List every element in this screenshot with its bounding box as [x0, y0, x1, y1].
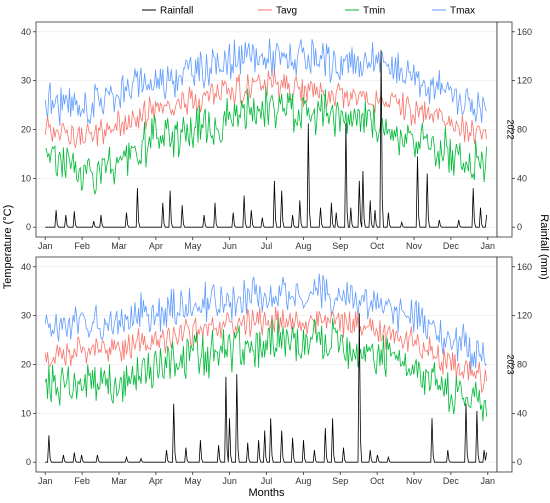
y-right-tick-label: 0: [517, 457, 522, 467]
series-layer: [44, 38, 487, 228]
series-rainfall-line: [45, 50, 487, 228]
y-right-tick-label: 120: [517, 311, 532, 321]
y-right-tick-label: 40: [517, 173, 527, 183]
x-tick-label: Aug: [295, 476, 311, 486]
series-tavg-line: [44, 306, 487, 394]
x-tick-label: Apr: [149, 241, 163, 251]
series-tmin-line: [45, 86, 487, 195]
facet-strip-box: [496, 21, 513, 238]
y-axis-right: 0 40 80 120 160: [512, 27, 532, 232]
x-tick-label: Oct: [370, 476, 385, 486]
y-right-tick-label: 0: [517, 222, 522, 232]
x-tick-label: Jul: [261, 476, 273, 486]
y-left-tick-label: 10: [21, 408, 31, 418]
x-tick-label: May: [184, 476, 202, 486]
x-tick-label: Jan: [38, 476, 53, 486]
panel-2022: 0 10 20 30 40 0 40 80 120 160 Jan Feb Mar Apr May Jun…: [21, 21, 532, 251]
x-axis: Jan Feb Mar Apr May Jun Jul Aug Sep Oct Nov Dec Jan: [38, 237, 495, 251]
x-tick-label: Nov: [406, 476, 423, 486]
legend-label-rainfall: Rainfall: [160, 6, 193, 17]
y-left-tick-label: 30: [21, 311, 31, 321]
y-left-tick-label: 10: [21, 173, 31, 183]
x-tick-label: Aug: [295, 241, 311, 251]
y-left-tick-label: 0: [26, 222, 31, 232]
y-axis-right: 0 40 80 120 160: [512, 262, 532, 467]
y-left-tick-label: 40: [21, 262, 31, 272]
x-tick-label: Apr: [149, 476, 163, 486]
panel-2023: 0 10 20 30 40 0 40 80 120 160 Jan Feb Mar Apr May Jun…: [21, 256, 532, 486]
facet-strip-box: [496, 256, 513, 473]
x-tick-label: Sep: [332, 476, 348, 486]
legend-item-tavg: Tavg: [258, 6, 297, 17]
y-right-tick-label: 120: [517, 76, 532, 86]
y-axis-left: 0 10 20 30 40: [21, 27, 36, 232]
series-tmax-line: [44, 38, 487, 126]
x-tick-label: Mar: [111, 241, 127, 251]
y-right-tick-label: 160: [517, 262, 532, 272]
x-tick-label: Feb: [74, 476, 90, 486]
y-left-tick-label: 40: [21, 27, 31, 37]
facet-strip-label: 2023: [506, 354, 516, 374]
y-right-tick-label: 80: [517, 125, 527, 135]
legend: Rainfall Tavg Tmin Tmax: [142, 6, 475, 17]
x-tick-label: Feb: [74, 241, 90, 251]
y-right-tick-label: 80: [517, 360, 527, 370]
grid: [36, 31, 497, 228]
legend-label-tmin: Tmin: [363, 6, 385, 17]
y-left-tick-label: 20: [21, 360, 31, 370]
x-tick-label: Sep: [332, 241, 348, 251]
x-tick-label: Oct: [370, 241, 385, 251]
facet-strip: 2022: [496, 21, 516, 238]
y-right-tick-label: 160: [517, 27, 532, 37]
y-axis-right-title: Rainfall (mm): [538, 214, 550, 279]
x-axis-title: Months: [248, 487, 285, 499]
x-tick-label: Dec: [443, 476, 460, 486]
y-axis-left: 0 10 20 30 40: [21, 262, 36, 467]
series-layer: [44, 273, 487, 463]
x-tick-label: May: [184, 241, 202, 251]
series-tmax-line: [44, 273, 487, 371]
x-tick-label: Dec: [443, 241, 460, 251]
series-rainfall-line: [45, 313, 487, 463]
y-right-tick-label: 40: [517, 408, 527, 418]
y-left-tick-label: 20: [21, 125, 31, 135]
x-tick-label: Mar: [111, 476, 127, 486]
legend-item-tmin: Tmin: [345, 6, 385, 17]
x-axis: Jan Feb Mar Apr May Jun Jul Aug Sep Oct Nov Dec Jan: [38, 472, 495, 486]
x-tick-label: Jan: [38, 241, 53, 251]
legend-label-tmax: Tmax: [450, 6, 475, 17]
legend-item-tmax: Tmax: [432, 6, 475, 17]
x-tick-label: Jan: [481, 241, 496, 251]
y-left-tick-label: 30: [21, 76, 31, 86]
x-tick-label: Jun: [222, 241, 237, 251]
y-axis-left-title: Temperature (°C): [2, 205, 14, 289]
x-tick-label: Jul: [261, 241, 273, 251]
series-tmin-line: [44, 317, 487, 422]
x-tick-label: Nov: [406, 241, 423, 251]
x-tick-label: Jun: [222, 476, 237, 486]
x-tick-label: Jan: [481, 476, 496, 486]
facet-strip: 2023: [496, 256, 516, 473]
legend-item-rainfall: Rainfall: [142, 6, 193, 17]
y-left-tick-label: 0: [26, 457, 31, 467]
legend-label-tavg: Tavg: [276, 6, 297, 17]
facet-strip-label: 2022: [506, 119, 516, 139]
